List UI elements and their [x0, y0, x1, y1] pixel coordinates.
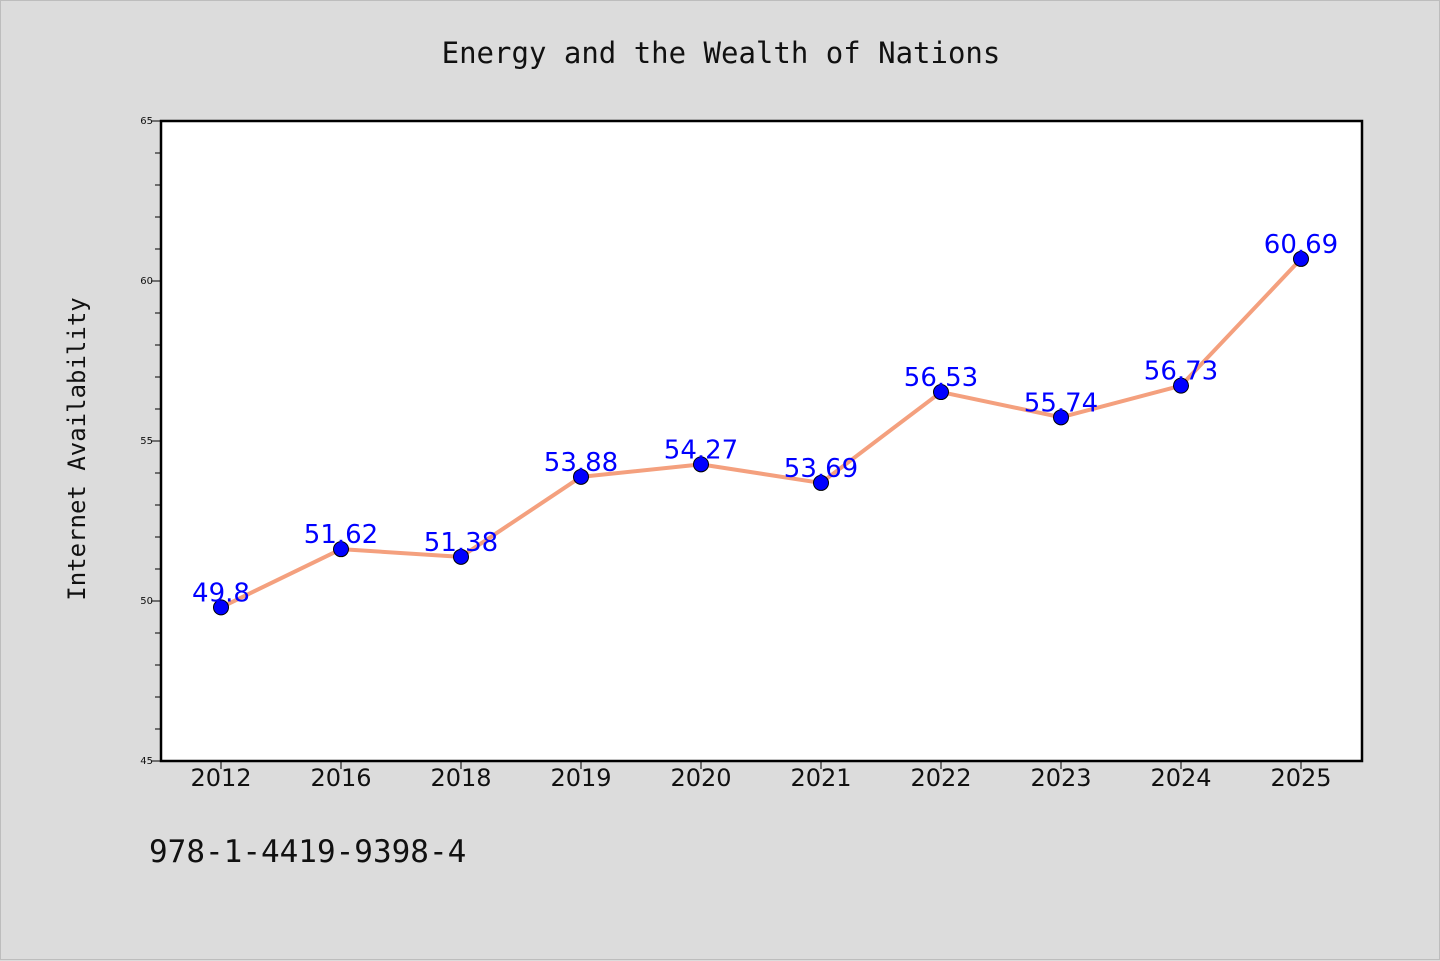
- data-point: [1293, 250, 1309, 267]
- data-label: 56.73: [1144, 357, 1218, 387]
- x-tick-label: 2012: [190, 764, 251, 792]
- data-point: [813, 474, 829, 491]
- data-label: 51.62: [304, 520, 378, 550]
- y-tick-label: 50: [140, 596, 153, 607]
- data-markers: [213, 250, 1309, 616]
- data-point: [213, 599, 229, 616]
- data-label: 54.27: [664, 435, 738, 465]
- isbn-label: 978-1-4419-9398-4: [149, 834, 467, 870]
- data-point: [933, 384, 949, 401]
- x-tick-label: 2024: [1150, 764, 1211, 792]
- x-tick-label: 2019: [550, 764, 611, 792]
- data-labels: 49.8 51.62 51.38 53.88 54.27 53.69 56.53 55.74 5…: [192, 230, 1338, 608]
- y-tick-label: 65: [140, 116, 153, 127]
- x-tick-label: 2025: [1270, 764, 1331, 792]
- data-point: [453, 548, 469, 565]
- data-point: [573, 468, 589, 485]
- x-tick-label: 2018: [430, 764, 491, 792]
- x-tick-label: 2016: [310, 764, 371, 792]
- y-tick-label: 60: [140, 276, 153, 287]
- y-axis-label: Internet Availability: [63, 297, 91, 600]
- x-axis: 2012 2016 2018 2019 2020 2021 2022 2023 2024 2025: [190, 761, 1332, 792]
- chart-title: Energy and the Wealth of Nations: [442, 36, 1001, 70]
- data-label: 51.38: [424, 528, 498, 558]
- x-tick-label: 2022: [910, 764, 971, 792]
- data-point: [333, 541, 349, 558]
- data-label: 49.8: [192, 578, 250, 608]
- data-label: 53.88: [544, 448, 618, 478]
- data-point: [1053, 409, 1069, 426]
- y-axis: 45 50 55 60 65: [140, 116, 161, 767]
- series-line: [220, 257, 1303, 610]
- x-tick-label: 2023: [1030, 764, 1091, 792]
- data-point: [1173, 377, 1189, 394]
- data-label: 60.69: [1264, 230, 1338, 260]
- y-tick-label: 45: [140, 756, 153, 767]
- x-tick-label: 2020: [670, 764, 731, 792]
- y-tick-label: 55: [140, 436, 153, 447]
- data-label: 56.53: [904, 363, 978, 393]
- plot-area: [159, 119, 1364, 763]
- data-point: [693, 456, 709, 473]
- data-label: 53.69: [784, 454, 858, 484]
- data-label: 55.74: [1024, 388, 1098, 418]
- x-tick-label: 2021: [790, 764, 851, 792]
